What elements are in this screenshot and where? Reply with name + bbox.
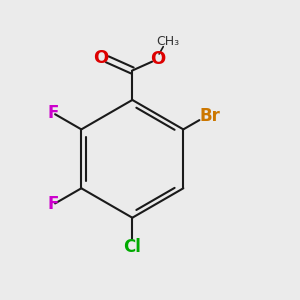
Text: Br: Br	[200, 107, 220, 125]
Text: Cl: Cl	[123, 238, 141, 256]
Text: F: F	[48, 196, 59, 214]
Text: O: O	[93, 49, 109, 67]
Text: O: O	[150, 50, 165, 68]
Text: F: F	[48, 104, 59, 122]
Text: CH₃: CH₃	[157, 35, 180, 48]
